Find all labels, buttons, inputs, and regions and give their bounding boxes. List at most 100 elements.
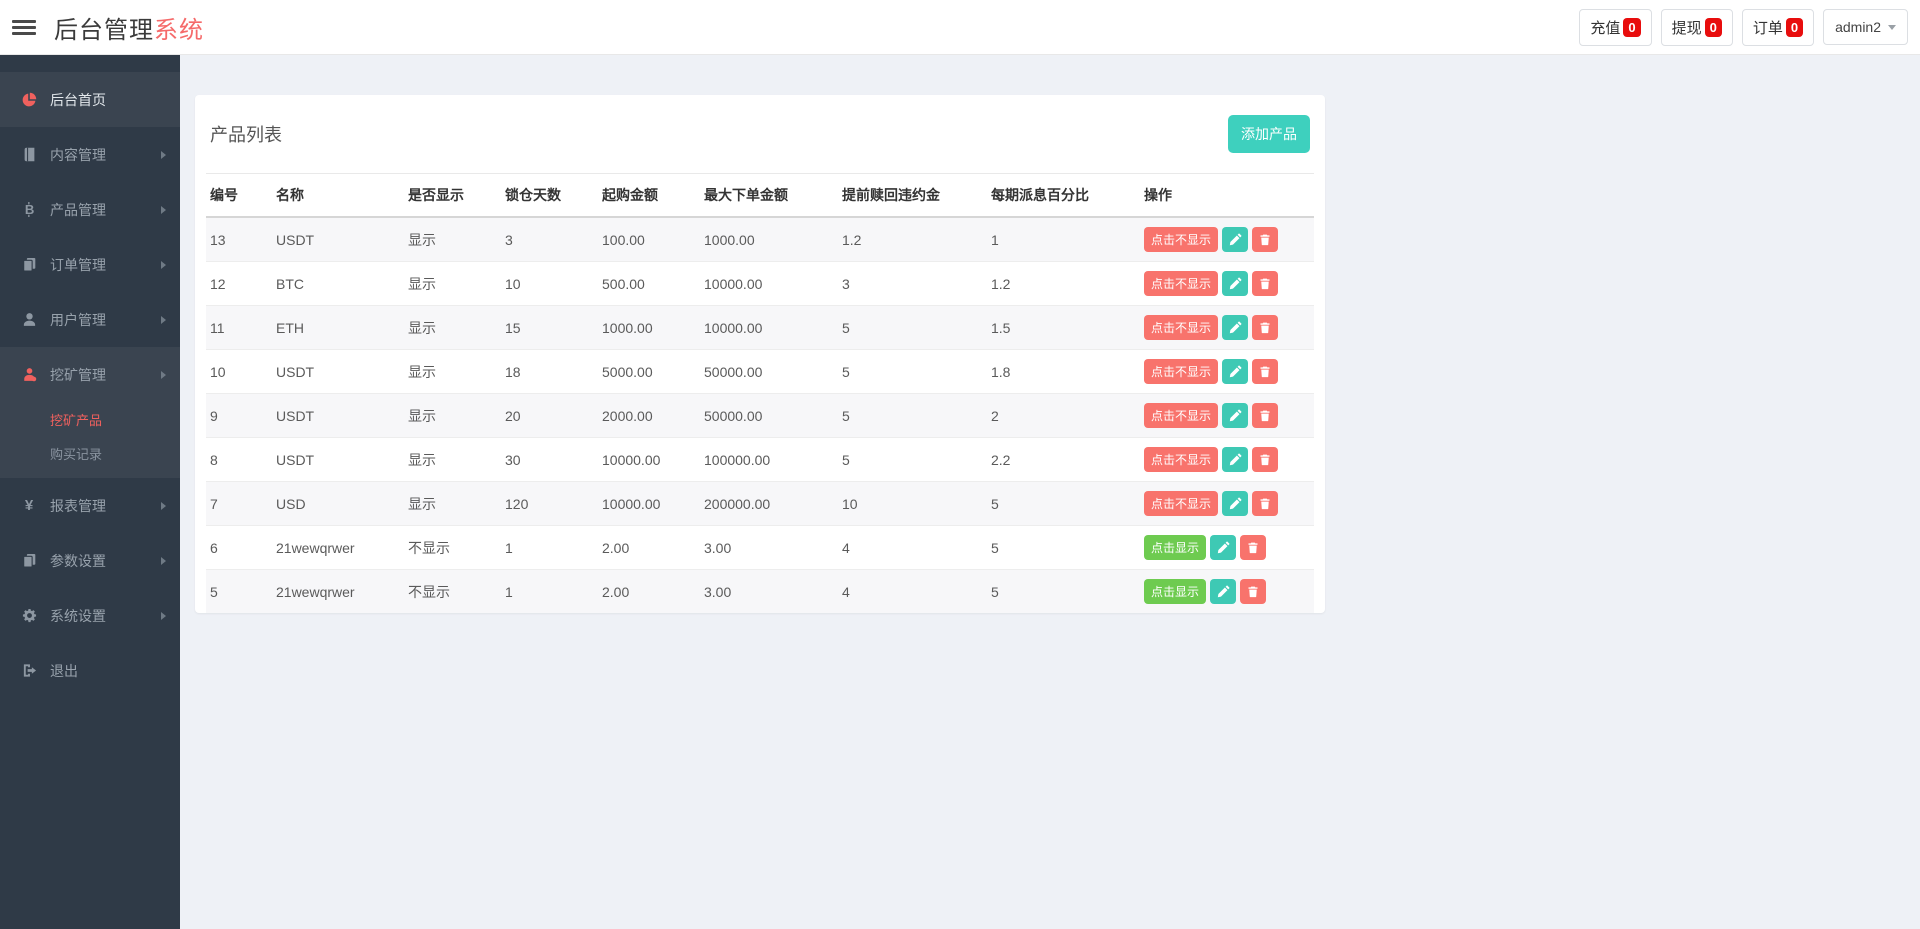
edit-button[interactable] [1222, 359, 1249, 384]
sidebar-item-dashboard[interactable]: 后台首页 [0, 72, 180, 127]
actions-cell: 点击不显示 [1140, 393, 1314, 438]
table-cell: 7 [206, 481, 272, 526]
sidebar-item-mining[interactable]: 挖矿管理 [0, 347, 180, 402]
table-cell: USD [272, 481, 404, 526]
toggle-visibility-button[interactable]: 点击不显示 [1144, 491, 1219, 516]
chevron-right-icon [161, 150, 166, 159]
svg-text:B: B [24, 202, 33, 217]
delete-button[interactable] [1240, 579, 1267, 604]
edit-button[interactable] [1222, 271, 1249, 296]
table-cell: 1.2 [987, 261, 1140, 306]
delete-button[interactable] [1252, 315, 1279, 340]
table-cell: 1.8 [987, 349, 1140, 394]
pencil-icon [1217, 541, 1230, 554]
table-cell: 10000.00 [700, 305, 838, 350]
header-left: 后台管理系统 [12, 10, 204, 45]
delete-button[interactable] [1240, 535, 1267, 560]
edit-button[interactable] [1222, 403, 1249, 428]
recharge-button[interactable]: 充值 0 [1579, 8, 1652, 46]
sidebar-item-report[interactable]: ¥ 报表管理 [0, 478, 180, 533]
sidebar-item-label: 用户管理 [50, 311, 106, 328]
toggle-visibility-button[interactable]: 点击显示 [1144, 535, 1207, 560]
column-header: 是否显示 [404, 173, 501, 218]
toggle-visibility-button[interactable]: 点击不显示 [1144, 403, 1219, 428]
toggle-visibility-button[interactable]: 点击不显示 [1144, 271, 1219, 296]
gears-icon [20, 608, 38, 623]
delete-button[interactable] [1252, 359, 1279, 384]
table-row: 7 USD 显示 120 10000.00 200000.00 10 5 点击不显示 [206, 481, 1314, 526]
sidebar-item-logout[interactable]: 退出 [0, 643, 180, 698]
column-header: 操作 [1140, 173, 1314, 218]
sidebar-subitem-label: 购买记录 [50, 446, 103, 462]
table-cell: 5 [838, 349, 987, 394]
sidebar-item-label: 挖矿管理 [50, 366, 106, 383]
table-cell: 10 [501, 261, 598, 306]
sidebar-item-user[interactable]: 用户管理 [0, 292, 180, 347]
column-header: 名称 [272, 173, 404, 218]
delete-button[interactable] [1252, 271, 1279, 296]
column-header: 锁仓天数 [501, 173, 598, 218]
order-button[interactable]: 订单 0 [1741, 8, 1815, 46]
table-row: 13 USDT 显示 3 100.00 1000.00 1.2 1 点击不显示 [206, 217, 1314, 262]
edit-button[interactable] [1222, 491, 1249, 516]
table-cell: 30 [501, 437, 598, 482]
sidebar-subitem-label: 挖矿产品 [50, 412, 103, 428]
menu-toggle-icon[interactable] [12, 15, 36, 40]
edit-button[interactable] [1222, 447, 1249, 472]
edit-button[interactable] [1210, 579, 1237, 604]
edit-button[interactable] [1222, 315, 1249, 340]
toggle-visibility-button[interactable]: 点击显示 [1144, 579, 1207, 604]
delete-button[interactable] [1252, 491, 1279, 516]
sidebar: 后台首页内容管理 B 产品管理订单管理用户管理挖矿管理挖矿产品购买记录 ¥ 报表管理 参数… [0, 55, 180, 929]
toggle-visibility-button[interactable]: 点击不显示 [1144, 447, 1219, 472]
table-row: 5 21wewqrwer 不显示 1 2.00 3.00 4 5 点击显示 [206, 569, 1314, 613]
sidebar-item-label: 订单管理 [50, 256, 106, 273]
row-actions: 点击不显示 [1144, 315, 1310, 340]
table-cell: 10 [838, 481, 987, 526]
sidebar-item-system[interactable]: 系统设置 [0, 588, 180, 643]
table-cell: USDT [276, 231, 315, 248]
actions-cell: 点击不显示 [1140, 481, 1314, 526]
pencil-icon [1229, 365, 1242, 378]
table-cell: 20 [501, 393, 598, 438]
table-cell: 3.00 [700, 525, 838, 570]
order-label: 订单 [1752, 19, 1783, 37]
trash-icon [1247, 541, 1259, 554]
actions-cell: 点击显示 [1140, 569, 1314, 613]
user-menu[interactable]: admin2 [1823, 9, 1908, 45]
book-icon [20, 147, 38, 162]
toggle-visibility-button[interactable]: 点击不显示 [1144, 315, 1219, 340]
withdraw-count-badge: 0 [1704, 17, 1722, 37]
table-cell: 2.00 [598, 525, 700, 570]
pencil-icon [1217, 585, 1230, 598]
sidebar-item-params[interactable]: 参数设置 [0, 533, 180, 588]
add-product-button[interactable]: 添加产品 [1228, 115, 1310, 153]
edit-button[interactable] [1210, 535, 1237, 560]
table-cell: 1 [501, 569, 598, 613]
table-row: 11 ETH 显示 15 1000.00 10000.00 5 1.5 点击不显示 [206, 305, 1314, 350]
sidebar-item-label: 内容管理 [50, 146, 106, 163]
sidebar-subitem-purchase-record[interactable]: 购买记录 [0, 436, 180, 470]
product-table: 编号 名称 是否显示 锁仓天数 起购金额 最大下单金额 提前赎回违约金 每期派息百分比 操作 1… [206, 173, 1314, 613]
withdraw-label: 提现 [1671, 19, 1702, 37]
edit-button[interactable] [1222, 227, 1249, 252]
table-cell: 显示 [404, 437, 501, 482]
table-cell: 显示 [408, 231, 436, 248]
sidebar-item-label: 后台首页 [50, 91, 106, 108]
order-count-badge: 0 [1785, 17, 1804, 37]
sidebar-subitem-mining-product[interactable]: 挖矿产品 [0, 402, 180, 436]
toggle-visibility-button[interactable]: 点击不显示 [1144, 359, 1219, 384]
withdraw-button[interactable]: 提现 0 [1660, 8, 1733, 46]
dashboard-icon [20, 92, 38, 108]
delete-button[interactable] [1252, 227, 1279, 252]
delete-button[interactable] [1252, 447, 1279, 472]
sidebar-item-order[interactable]: 订单管理 [0, 237, 180, 292]
sidebar-item-content[interactable]: 内容管理 [0, 127, 180, 182]
sidebar-item-product[interactable]: B 产品管理 [0, 182, 180, 237]
table-cell: USDT [272, 349, 404, 394]
delete-button[interactable] [1252, 403, 1279, 428]
table-cell: 18 [501, 349, 598, 394]
table-cell: 1.2 [842, 231, 862, 248]
toggle-visibility-button[interactable]: 点击不显示 [1144, 227, 1219, 252]
table-cell: 不显示 [404, 569, 501, 613]
